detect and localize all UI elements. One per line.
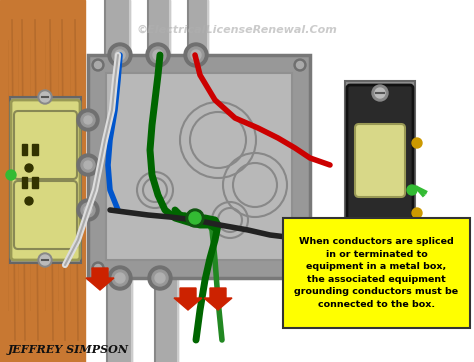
Bar: [10, 97, 81, 263]
Circle shape: [375, 88, 385, 98]
Circle shape: [150, 47, 166, 63]
Circle shape: [294, 262, 306, 274]
Circle shape: [294, 59, 306, 71]
Circle shape: [375, 237, 385, 247]
Circle shape: [148, 266, 172, 290]
Circle shape: [92, 59, 104, 71]
Polygon shape: [204, 288, 232, 310]
Circle shape: [38, 253, 52, 267]
Bar: [88, 55, 310, 278]
Circle shape: [115, 50, 125, 60]
FancyBboxPatch shape: [347, 85, 413, 248]
Circle shape: [297, 62, 303, 68]
Polygon shape: [283, 254, 470, 282]
Bar: [32, 177, 38, 188]
Circle shape: [407, 185, 417, 195]
Circle shape: [108, 43, 132, 67]
Polygon shape: [86, 268, 114, 290]
Circle shape: [77, 199, 99, 221]
Circle shape: [81, 158, 95, 172]
Bar: [22, 177, 27, 188]
Circle shape: [152, 270, 168, 286]
Circle shape: [81, 113, 95, 127]
Circle shape: [153, 50, 163, 60]
Circle shape: [108, 266, 132, 290]
Circle shape: [155, 273, 165, 283]
Text: JEFFREY SIMPSON: JEFFREY SIMPSON: [8, 344, 129, 355]
Text: When conductors are spliced
in or terminated to
equipment in a metal box,
the as: When conductors are spliced in or termin…: [294, 237, 458, 309]
Circle shape: [77, 154, 99, 176]
Circle shape: [115, 273, 125, 283]
Bar: [105, 0, 130, 55]
Circle shape: [184, 43, 208, 67]
Circle shape: [25, 164, 33, 172]
Bar: [283, 218, 470, 328]
Circle shape: [372, 234, 388, 250]
Circle shape: [92, 262, 104, 274]
Bar: [155, 265, 178, 362]
Circle shape: [6, 170, 16, 180]
Bar: [188, 0, 208, 55]
Circle shape: [94, 62, 101, 68]
Circle shape: [25, 197, 33, 205]
FancyBboxPatch shape: [355, 124, 405, 197]
Circle shape: [189, 212, 201, 224]
Circle shape: [112, 270, 128, 286]
Circle shape: [186, 209, 204, 227]
Bar: [148, 0, 170, 55]
Circle shape: [84, 206, 92, 214]
Circle shape: [412, 138, 422, 148]
Circle shape: [81, 203, 95, 217]
Circle shape: [112, 47, 128, 63]
Circle shape: [372, 85, 388, 101]
Circle shape: [188, 47, 204, 63]
Polygon shape: [174, 288, 202, 310]
Bar: [0, 0, 85, 362]
Bar: [22, 144, 27, 155]
Bar: [106, 73, 292, 260]
Circle shape: [412, 208, 422, 218]
Bar: [32, 144, 38, 155]
Circle shape: [146, 43, 170, 67]
Circle shape: [84, 116, 92, 124]
Circle shape: [297, 265, 303, 272]
Circle shape: [40, 255, 50, 265]
Circle shape: [94, 265, 101, 272]
Bar: [107, 265, 132, 362]
Text: ©ElectricalLicenseRenewal.Com: ©ElectricalLicenseRenewal.Com: [137, 25, 337, 35]
Circle shape: [38, 90, 52, 104]
Circle shape: [40, 92, 50, 102]
Circle shape: [191, 50, 201, 60]
FancyBboxPatch shape: [14, 111, 77, 179]
FancyBboxPatch shape: [14, 181, 77, 249]
Circle shape: [84, 161, 92, 169]
Circle shape: [77, 109, 99, 131]
Bar: [345, 81, 415, 252]
FancyBboxPatch shape: [11, 100, 80, 260]
